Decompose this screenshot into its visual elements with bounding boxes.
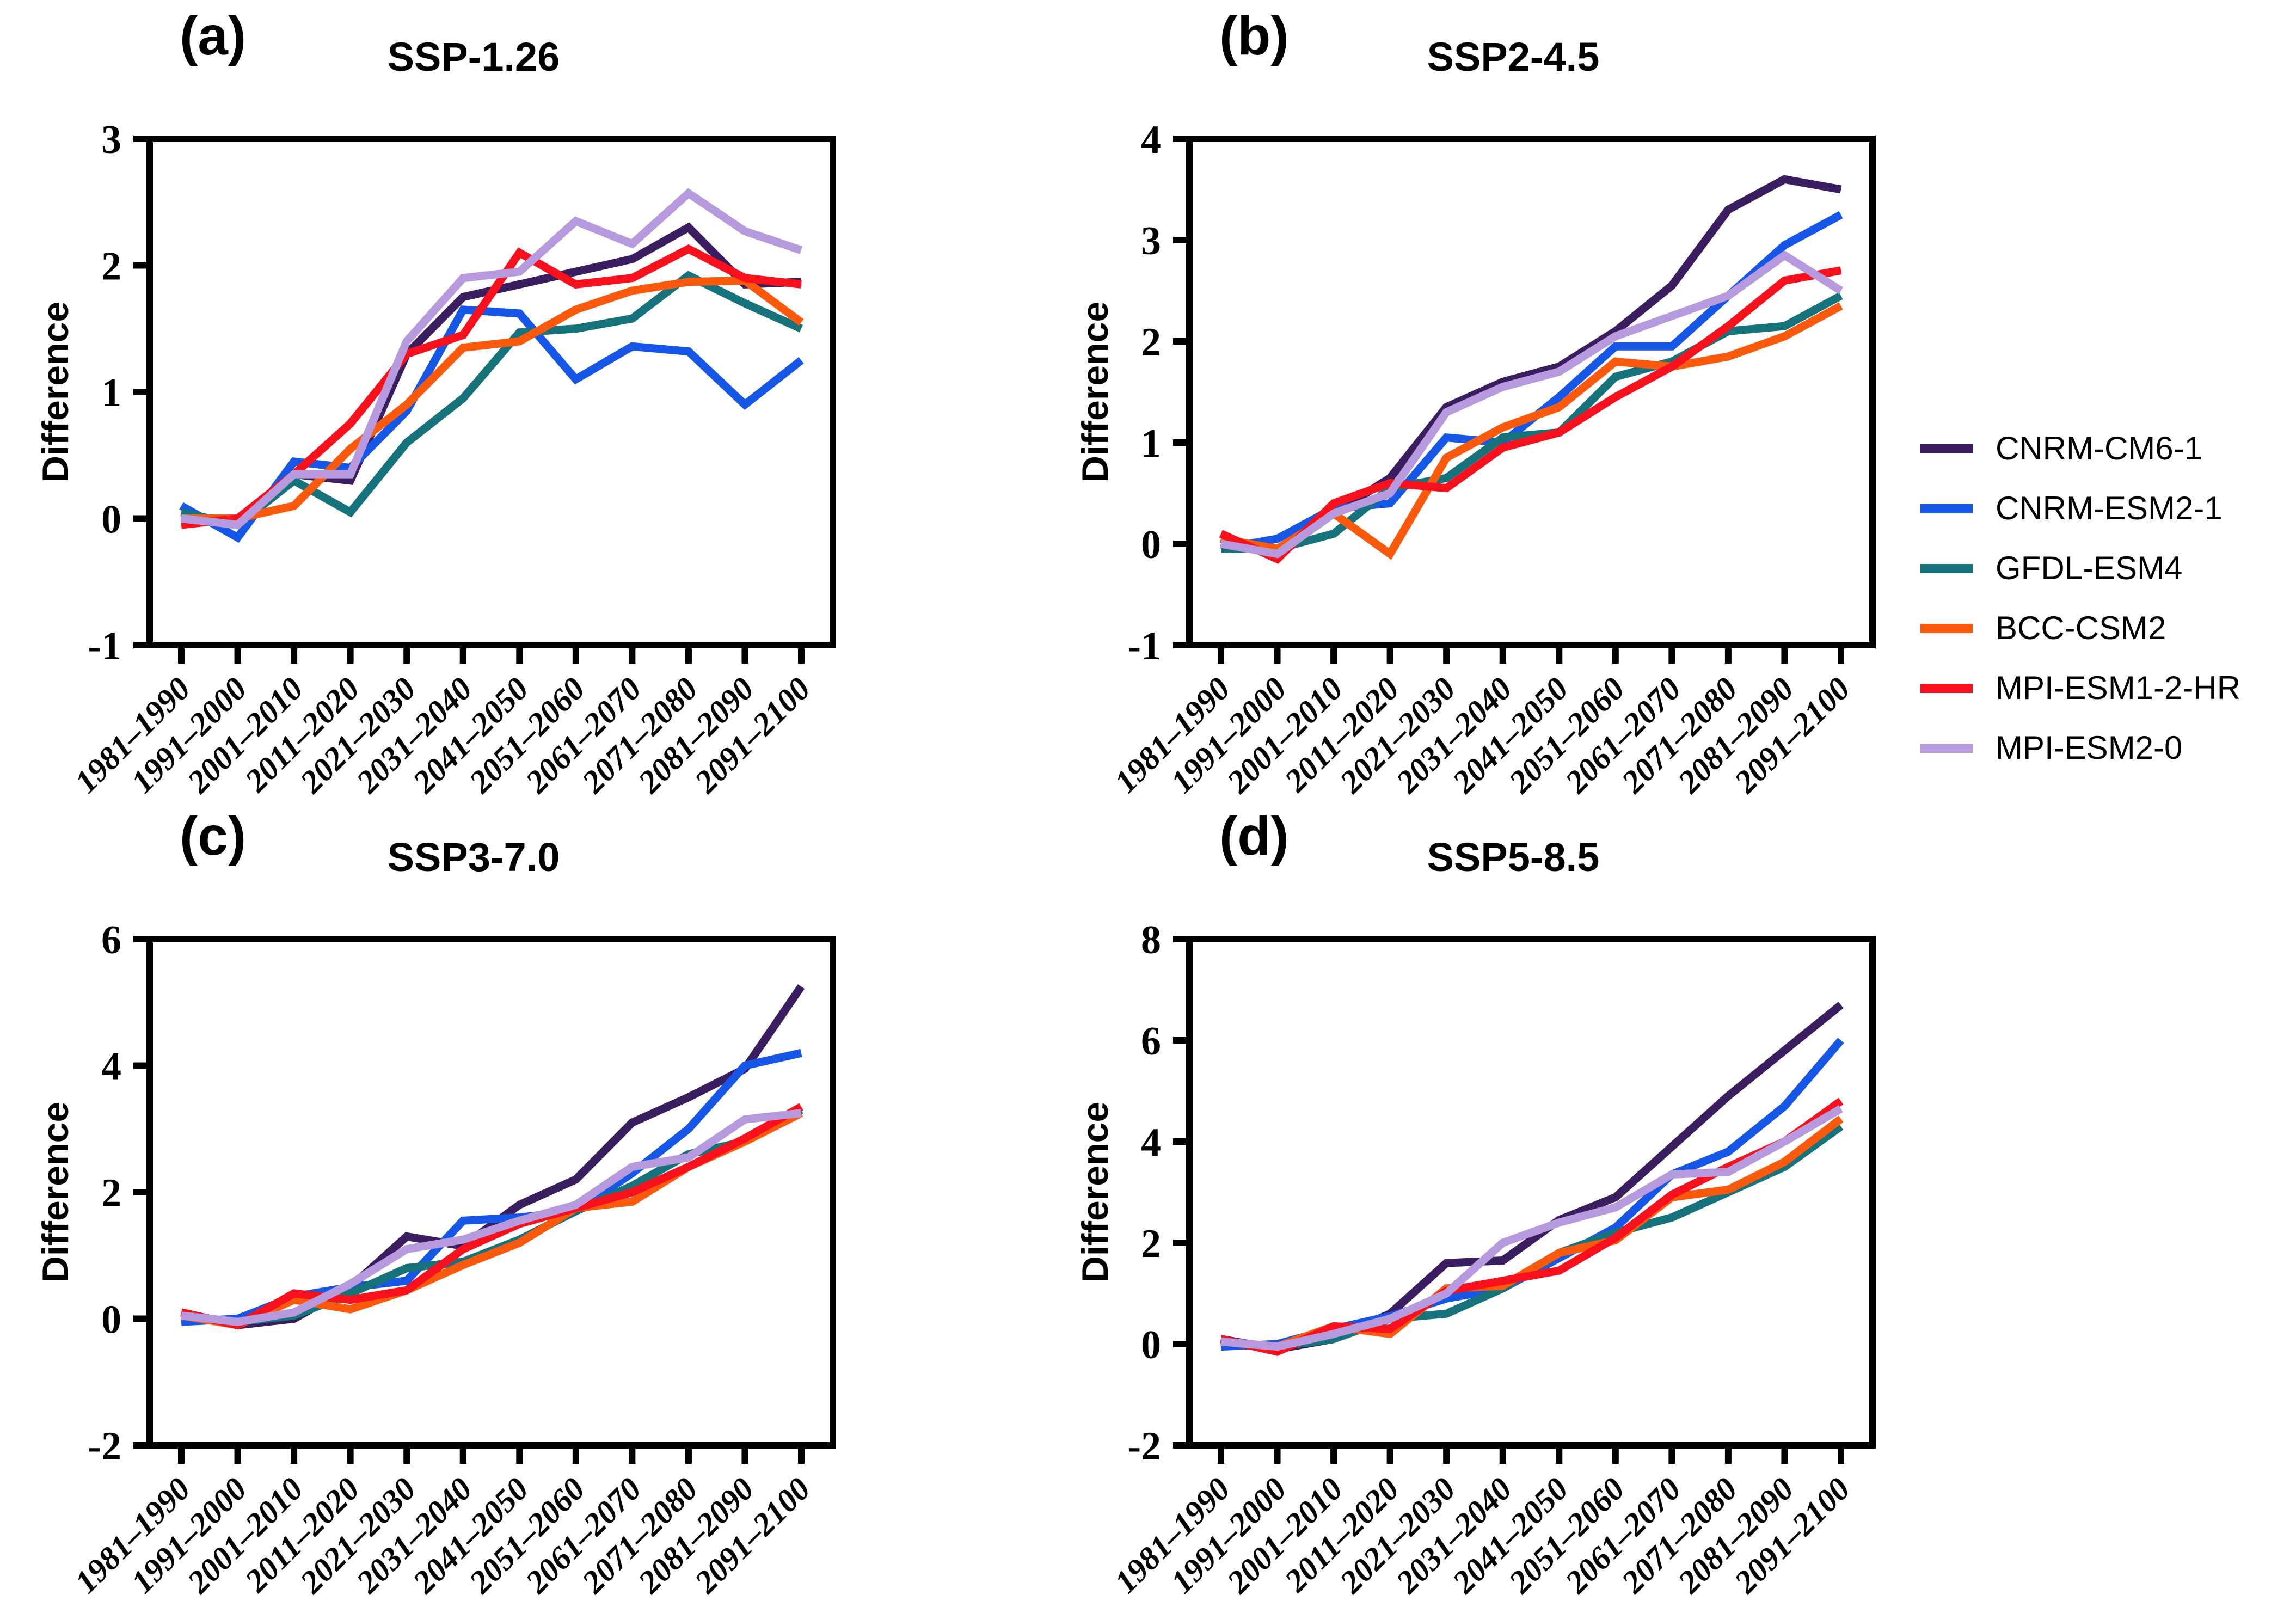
panel-d: (d) SSP5-8.5 Difference -2 0 2 4 6 8 1981–1990… <box>1061 806 1911 1606</box>
panel-b-label: (b) <box>1219 5 1289 66</box>
series-line-MPI-ESM1-2-HR <box>1219 266 1842 564</box>
legend-line-swatch <box>1920 683 1973 693</box>
series-line-MPI-ESM2-0 <box>1220 250 1843 559</box>
panel-b-title: SSP2-4.5 <box>1427 34 1600 79</box>
legend-label: BCC-CSM2 <box>1996 610 2166 646</box>
legend-label: MPI-ESM1-2-HR <box>1996 670 2241 706</box>
legend-item-GFDL-ESM4: GFDL-ESM4 <box>1920 551 2240 586</box>
panel-b-plot: -1012341981–19901991–20002001–20102011–2… <box>1108 118 1876 800</box>
series-line-GFDL-ESM4 <box>1221 292 1843 553</box>
panel-d-label: (d) <box>1219 806 1289 867</box>
legend-label: CNRM-CM6-1 <box>1996 430 2202 467</box>
series-line-MPI-ESM2-0 <box>181 188 803 529</box>
panel-c-title: SSP3-7.0 <box>387 835 560 880</box>
y-tick-label: -1 <box>88 624 121 668</box>
plot-frame <box>1186 136 1876 648</box>
y-tick-label: -1 <box>1127 624 1161 668</box>
series-line-MPI-ESM2-0 <box>181 1109 802 1326</box>
panel-c: (c) SSP3-7.0 Difference -2 0 2 4 6 1981–1990 1… <box>22 806 871 1606</box>
panel-b: (b) SSP2-4.5 Difference -1 0 1 2 3 4 1981–1990… <box>1061 5 1911 806</box>
y-tick-label: 3 <box>101 118 121 162</box>
legend-item-MPI-ESM2-0: MPI-ESM2-0 <box>1920 731 2240 765</box>
legend-item-CNRM-CM6-1: CNRM-CM6-1 <box>1920 431 2240 466</box>
y-tick-label: 6 <box>101 918 121 962</box>
plot-frame <box>1186 936 1876 1449</box>
y-tick-label: 2 <box>101 244 121 289</box>
legend-label: CNRM-ESM2-1 <box>1996 490 2223 526</box>
series-line-CNRM-ESM2-1 <box>181 1048 802 1326</box>
legend-line-swatch <box>1920 444 1973 453</box>
panel-a-title: SSP-1.26 <box>387 34 560 79</box>
legend-label: MPI-ESM2-0 <box>1996 729 2183 766</box>
legend-label: GFDL-ESM4 <box>1996 550 2183 586</box>
y-tick-label: 0 <box>1141 523 1161 567</box>
y-tick-label: 2 <box>101 1171 121 1216</box>
legend-item-BCC-CSM2: BCC-CSM2 <box>1920 611 2240 646</box>
series-line-MPI-ESM1-2-HR <box>180 1103 803 1330</box>
panel-c-plot: -202461981–19901991–20002001–20102011–20… <box>68 918 836 1600</box>
series-line-CNRM-ESM2-1 <box>1220 1038 1844 1351</box>
series-line-MPI-ESM2-0 <box>1220 1105 1843 1351</box>
y-tick-label: 6 <box>1141 1019 1161 1064</box>
y-tick-label: 2 <box>1141 320 1161 365</box>
plot-frame <box>146 936 836 1449</box>
panel-a-label: (a) <box>180 5 247 66</box>
y-tick-label: -2 <box>1127 1424 1161 1469</box>
legend-line-swatch <box>1920 743 1973 753</box>
legend: CNRM-CM6-1 CNRM-ESM2-1 GFDL-ESM4 BCC-CSM2 MP… <box>1920 431 2240 765</box>
series-line-CNRM-ESM2-1 <box>179 305 804 543</box>
panel-d-plot: -2024681981–19901991–20002001–20102011–2… <box>1108 918 1876 1600</box>
y-tick-label: 4 <box>101 1045 121 1089</box>
y-tick-label: 8 <box>1141 918 1161 962</box>
y-tick-label: -2 <box>88 1424 121 1469</box>
y-tick-label: 1 <box>101 371 121 415</box>
legend-line-swatch <box>1920 504 1973 513</box>
legend-item-CNRM-ESM2-1: CNRM-ESM2-1 <box>1920 491 2240 526</box>
y-tick-label: 0 <box>101 498 121 542</box>
legend-item-MPI-ESM1-2-HR: MPI-ESM1-2-HR <box>1920 671 2240 706</box>
panel-d-title: SSP5-8.5 <box>1427 835 1600 880</box>
y-tick-label: 4 <box>1141 118 1161 162</box>
panel-a: (a) SSP-1.26 Difference -1 0 1 2 3 1981–1990 1… <box>22 5 871 806</box>
legend-line-swatch <box>1920 563 1973 573</box>
panel-c-label: (c) <box>180 806 247 867</box>
panel-a-plot: -101231981–19901991–20002001–20102011–20… <box>68 118 836 800</box>
y-tick-label: 0 <box>101 1298 121 1342</box>
series-line-CNRM-CM6-1 <box>1220 175 1842 559</box>
legend-line-swatch <box>1920 623 1973 633</box>
y-tick-label: 4 <box>1141 1120 1161 1165</box>
y-tick-label: 2 <box>1141 1222 1161 1266</box>
series-line-BCC-CSM2 <box>181 276 804 523</box>
y-tick-label: 1 <box>1141 421 1161 466</box>
y-tick-label: 3 <box>1141 219 1161 263</box>
y-tick-label: 0 <box>1141 1323 1161 1367</box>
